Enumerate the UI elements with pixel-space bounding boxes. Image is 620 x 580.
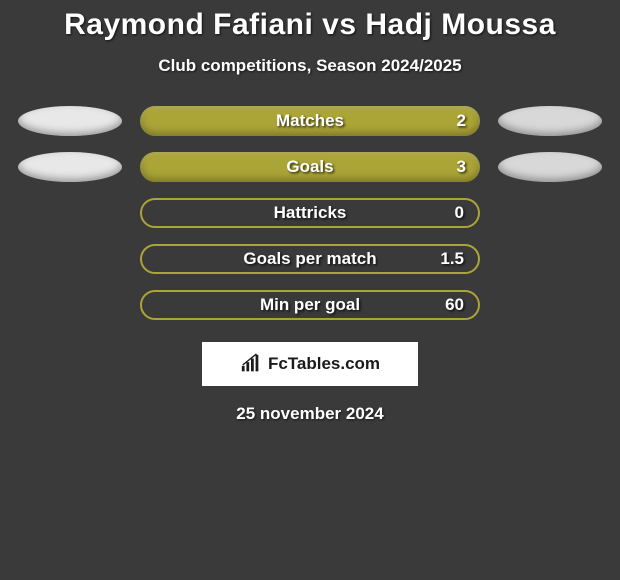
spacer xyxy=(498,198,602,228)
stat-label: Min per goal xyxy=(260,295,360,315)
stat-value: 2 xyxy=(457,111,466,131)
player2-marker xyxy=(498,152,602,182)
stat-label: Goals per match xyxy=(243,249,376,269)
stat-row: Matches 2 xyxy=(0,106,620,136)
stat-row: Hattricks 0 xyxy=(0,198,620,228)
vs-separator: vs xyxy=(322,8,356,41)
player1-name: Raymond Fafiani xyxy=(64,8,313,41)
page-title: Raymond Fafiani vs Hadj Moussa xyxy=(0,8,620,42)
spacer xyxy=(498,244,602,274)
spacer xyxy=(18,244,122,274)
stat-bar: Goals per match 1.5 xyxy=(140,244,480,274)
stat-row: Goals per match 1.5 xyxy=(0,244,620,274)
stats-list: Matches 2 Goals 3 Hattricks 0 Goals per match 1… xyxy=(0,106,620,320)
date-label: 25 november 2024 xyxy=(0,404,620,424)
brand-text: FcTables.com xyxy=(268,354,380,374)
player1-marker xyxy=(18,106,122,136)
stat-bar: Matches 2 xyxy=(140,106,480,136)
spacer xyxy=(498,290,602,320)
bar-chart-icon xyxy=(240,353,262,375)
stat-label: Goals xyxy=(286,157,333,177)
stat-label: Matches xyxy=(276,111,344,131)
stat-value: 3 xyxy=(457,157,466,177)
stat-bar: Min per goal 60 xyxy=(140,290,480,320)
stat-row: Goals 3 xyxy=(0,152,620,182)
player2-name: Hadj Moussa xyxy=(365,8,556,41)
stat-value: 60 xyxy=(445,295,464,315)
stat-label: Hattricks xyxy=(274,203,347,223)
player2-marker xyxy=(498,106,602,136)
comparison-card: Raymond Fafiani vs Hadj Moussa Club comp… xyxy=(0,0,620,424)
brand-box[interactable]: FcTables.com xyxy=(202,342,418,386)
subtitle: Club competitions, Season 2024/2025 xyxy=(0,56,620,76)
stat-bar: Goals 3 xyxy=(140,152,480,182)
stat-value: 1.5 xyxy=(440,249,464,269)
stat-bar: Hattricks 0 xyxy=(140,198,480,228)
stat-value: 0 xyxy=(455,203,464,223)
spacer xyxy=(18,290,122,320)
player1-marker xyxy=(18,152,122,182)
stat-row: Min per goal 60 xyxy=(0,290,620,320)
spacer xyxy=(18,198,122,228)
